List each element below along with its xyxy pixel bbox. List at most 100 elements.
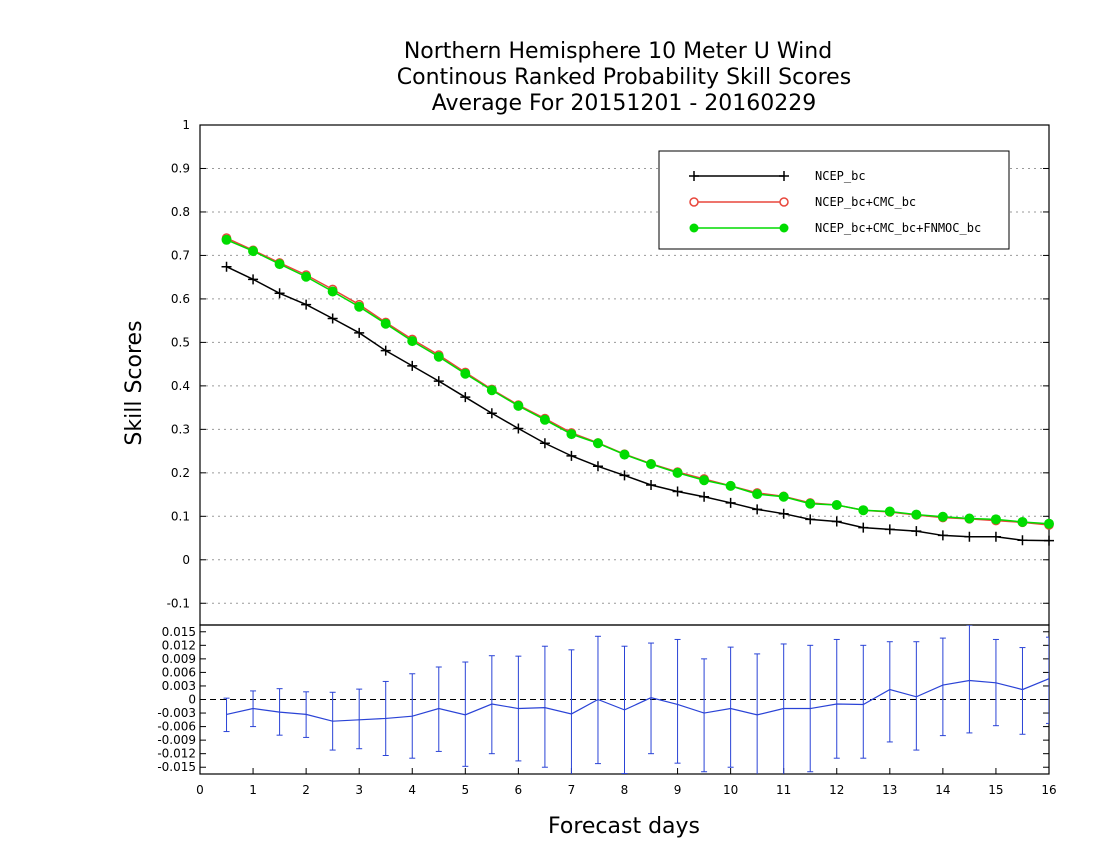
legend: NCEP_bc NCEP_bc+CMC_bc NCEP_bc+CMC_bc+FNMO… — [658, 150, 1010, 250]
data-point — [354, 301, 365, 312]
data-point — [513, 400, 524, 411]
x-tick-label: 11 — [776, 783, 791, 797]
data-point — [327, 313, 338, 324]
data-point — [1017, 516, 1028, 527]
legend-item: NCEP_bc — [689, 169, 866, 183]
legend-marker — [689, 197, 699, 207]
y-tick-label: -0.006 — [157, 720, 196, 734]
y-tick-label: 0.4 — [171, 379, 190, 393]
y-tick-label: 0.015 — [162, 625, 196, 639]
legend-label: NCEP_bc+CMC_bc — [815, 195, 916, 209]
data-point — [990, 514, 1001, 525]
series-line — [226, 239, 1050, 525]
data-point — [1044, 518, 1054, 529]
data-point — [646, 459, 657, 470]
data-point — [301, 299, 312, 310]
y-tick-label: 0.8 — [171, 205, 190, 219]
data-point — [1017, 535, 1028, 546]
x-tick-label: 15 — [988, 783, 1003, 797]
data-point — [592, 461, 603, 472]
data-point — [513, 423, 524, 434]
data-point — [274, 288, 285, 299]
data-point — [486, 385, 497, 396]
title-line-3: Average For 20151201 - 20160229 — [432, 91, 817, 116]
series-ncep-bc-cmc-bc-fnmoc-bc — [221, 234, 1054, 529]
data-point — [407, 336, 418, 347]
data-point — [566, 429, 577, 440]
title-line-2: Continous Ranked Probability Skill Score… — [397, 65, 851, 90]
legend-box — [658, 150, 1010, 250]
data-point — [725, 497, 736, 508]
x-tick-label: 12 — [829, 783, 844, 797]
data-point — [380, 318, 391, 329]
legend-marker — [779, 171, 789, 181]
data-point — [301, 271, 312, 282]
x-tick-label: 1 — [249, 783, 257, 797]
y-tick-label: -0.003 — [157, 706, 196, 720]
data-point — [619, 449, 630, 460]
data-point — [937, 530, 948, 541]
data-point — [805, 514, 816, 525]
data-point — [752, 504, 763, 515]
difference-series — [223, 625, 1049, 774]
data-point — [327, 286, 338, 297]
x-tick-label: 0 — [196, 783, 204, 797]
x-tick-label: 9 — [674, 783, 682, 797]
data-point — [592, 438, 603, 449]
data-point — [354, 327, 365, 338]
y-tick-label: 0.3 — [171, 422, 190, 436]
skill-score-series — [221, 233, 1054, 546]
data-point — [486, 408, 497, 419]
x-tick-label: 3 — [355, 783, 363, 797]
y-axis-label: Skill Scores — [122, 320, 147, 445]
data-point — [911, 526, 922, 537]
legend-label: NCEP_bc+CMC_bc+FNMOC_bc — [815, 221, 981, 235]
y-tick-label: 1 — [182, 118, 190, 132]
x-axis-ticks: 0 1 2 3 4 5 6 7 8 9 10 11 12 13 14 15 16 — [196, 768, 1057, 797]
y-tick-label: -0.009 — [157, 733, 196, 747]
x-tick-label: 8 — [621, 783, 629, 797]
legend-marker — [689, 223, 699, 233]
data-point — [964, 531, 975, 542]
data-point — [380, 345, 391, 356]
y-tick-label: -0.1 — [167, 596, 190, 610]
title-line-1: Northern Hemisphere 10 Meter U Wind — [404, 39, 832, 64]
data-point — [672, 467, 683, 478]
data-point — [778, 491, 789, 502]
data-point — [274, 259, 285, 270]
data-point — [937, 511, 948, 522]
data-point — [752, 489, 763, 500]
data-point — [407, 360, 418, 371]
y-tick-label: 0.009 — [162, 652, 196, 666]
x-tick-label: 14 — [935, 783, 950, 797]
data-point — [221, 261, 232, 272]
data-point — [858, 522, 869, 533]
y-tick-label: 0.006 — [162, 665, 196, 679]
data-point — [831, 500, 842, 510]
data-point — [1044, 535, 1054, 546]
data-point — [725, 480, 736, 491]
data-point — [831, 516, 842, 527]
series-ncep-bc — [221, 261, 1054, 546]
y-tick-label: 0.9 — [171, 161, 190, 175]
chart-title: Northern Hemisphere 10 Meter U Wind Cont… — [397, 39, 851, 116]
x-tick-label: 10 — [723, 783, 738, 797]
legend-label: NCEP_bc — [815, 169, 866, 183]
data-point — [884, 524, 895, 535]
difference-y-ticks: 0.0150.0120.0090.0060.0030-0.003-0.006-0… — [157, 625, 1049, 774]
series-ncep-bc-cmc-bc — [221, 233, 1054, 530]
series-line — [226, 266, 1050, 542]
x-tick-label: 2 — [302, 783, 310, 797]
difference-panel: 0.0150.0120.0090.0060.0030-0.003-0.006-0… — [157, 624, 1057, 797]
data-point — [566, 450, 577, 461]
data-point — [858, 505, 869, 516]
y-tick-label: 0.2 — [171, 466, 190, 480]
legend-marker — [779, 223, 789, 233]
x-tick-label: 7 — [568, 783, 576, 797]
data-point — [990, 531, 1001, 542]
data-point — [964, 513, 975, 524]
data-point — [539, 414, 550, 425]
y-tick-label: 0.7 — [171, 248, 190, 262]
x-tick-label: 5 — [461, 783, 469, 797]
